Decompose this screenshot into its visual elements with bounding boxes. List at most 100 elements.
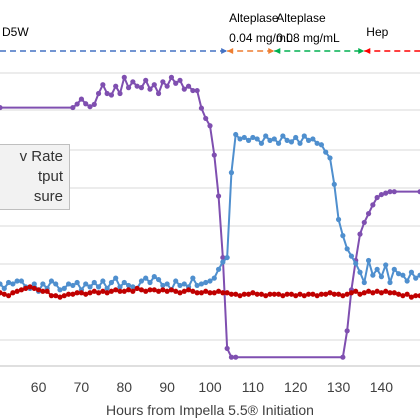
data-point-red — [57, 294, 63, 300]
data-point-purple — [387, 189, 393, 195]
data-point-blue — [138, 278, 145, 284]
data-point-blue — [48, 278, 55, 284]
data-point-blue — [340, 233, 346, 239]
data-point-red — [288, 291, 295, 297]
annotation-arrowhead — [364, 48, 371, 54]
data-point-red — [125, 287, 132, 293]
data-point-blue — [117, 284, 123, 290]
data-point-blue — [237, 136, 243, 142]
data-point-purple — [374, 194, 380, 201]
legend: v Rate tput sure — [0, 144, 70, 210]
data-point-purple — [130, 79, 136, 85]
data-point-purple — [125, 85, 132, 91]
data-point-purple — [108, 92, 115, 98]
data-point-blue — [305, 137, 312, 143]
data-point-blue — [417, 272, 420, 278]
data-point-blue — [87, 284, 93, 290]
data-point-purple — [344, 328, 350, 334]
data-point-blue — [250, 134, 256, 141]
data-point-red — [417, 293, 420, 299]
data-point-blue — [391, 266, 397, 272]
data-point-red — [263, 293, 269, 299]
data-point-red — [95, 290, 102, 296]
annotation-label: Alteplase — [276, 11, 326, 25]
annotation-label: 0.04 mg/mL — [229, 31, 293, 45]
data-point-blue — [220, 259, 226, 265]
data-point-blue — [10, 281, 16, 287]
data-point-red — [173, 288, 179, 294]
data-point-purple — [134, 83, 140, 89]
data-point-purple — [95, 90, 102, 97]
legend-entry-rate: v Rate — [19, 148, 63, 165]
data-point-blue — [361, 279, 367, 286]
data-point-blue — [395, 271, 402, 277]
data-point-purple — [83, 101, 89, 107]
data-point-red — [237, 293, 243, 299]
data-point-purple — [365, 211, 372, 217]
data-point-purple — [190, 87, 196, 94]
data-point-purple — [203, 115, 209, 122]
data-point-purple — [370, 202, 376, 208]
data-point-purple — [138, 85, 145, 91]
data-point-red — [233, 291, 239, 297]
data-point-red — [220, 290, 226, 296]
data-point-blue — [211, 275, 217, 281]
data-point-red — [357, 291, 363, 297]
data-point-purple — [117, 90, 123, 97]
data-point-blue — [267, 137, 273, 143]
data-point-blue — [365, 257, 372, 264]
data-point-blue — [215, 266, 222, 272]
data-point-blue — [228, 170, 235, 176]
data-point-blue — [301, 133, 307, 139]
data-point-red — [181, 288, 187, 294]
legend-entry-pressure: sure — [33, 188, 63, 205]
data-point-red — [327, 290, 333, 296]
data-point-blue — [241, 134, 247, 141]
data-point-red — [404, 291, 410, 297]
data-point-purple — [417, 189, 420, 195]
data-point-purple — [168, 74, 175, 80]
data-point-blue — [344, 246, 350, 252]
data-point-red — [134, 285, 140, 291]
data-point-blue — [14, 278, 20, 284]
annotation-label: D5W — [2, 25, 29, 39]
data-point-purple — [177, 77, 183, 83]
data-point-blue — [198, 281, 205, 287]
x-tick-label: 80 — [116, 379, 132, 395]
data-point-red — [194, 290, 200, 296]
data-point-red — [198, 290, 205, 296]
data-point-purple — [194, 87, 200, 94]
data-point-purple — [151, 82, 157, 88]
data-point-red — [365, 288, 372, 294]
annotation-arrowhead — [221, 48, 228, 54]
data-point-blue — [151, 274, 157, 280]
data-point-purple — [340, 354, 346, 360]
data-point-blue — [164, 281, 170, 287]
data-point-purple — [391, 189, 397, 195]
annotation-arrowhead — [274, 48, 281, 54]
data-point-red — [344, 291, 350, 297]
data-point-red — [301, 293, 307, 299]
data-point-red — [91, 288, 97, 294]
data-point-red — [117, 288, 123, 294]
x-tick-label: 110 — [242, 379, 265, 395]
data-point-red — [370, 290, 376, 296]
data-point-red — [305, 291, 312, 297]
data-point-red — [185, 287, 192, 293]
data-point-red — [65, 291, 72, 297]
data-point-purple — [100, 82, 106, 88]
data-point-red — [70, 291, 76, 297]
data-point-red — [83, 291, 89, 297]
data-point-red — [374, 288, 380, 294]
data-point-red — [121, 288, 127, 294]
data-point-blue — [370, 272, 376, 278]
data-point-purple — [70, 104, 76, 111]
x-tick-label: 130 — [327, 379, 351, 395]
data-point-red — [53, 293, 59, 299]
data-point-red — [138, 287, 145, 293]
data-point-blue — [194, 282, 200, 289]
data-point-blue — [323, 149, 329, 155]
data-point-purple — [383, 190, 389, 196]
data-point-blue — [91, 279, 97, 286]
data-point-blue — [104, 285, 110, 291]
